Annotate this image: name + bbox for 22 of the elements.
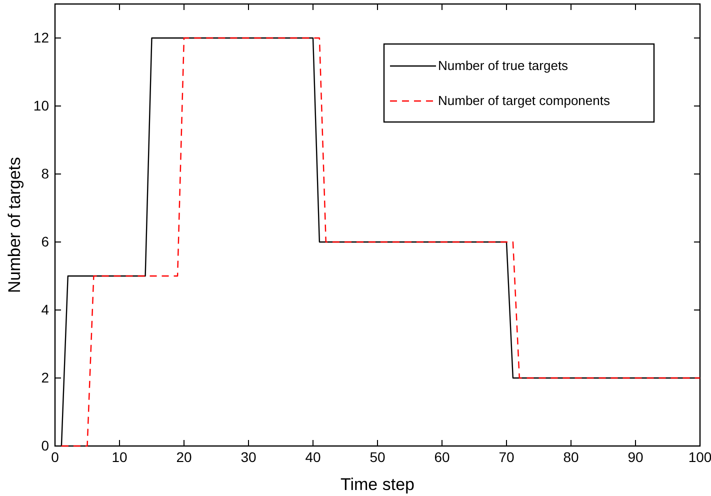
y-tick-label: 0	[41, 437, 50, 454]
x-axis-title: Time step	[340, 475, 415, 494]
x-tick-label: 10	[112, 448, 128, 465]
x-tick-label: 50	[370, 448, 386, 465]
x-tick-label: 90	[628, 448, 644, 465]
y-axis-title: Number of targets	[5, 156, 24, 294]
x-tick-label: 20	[176, 448, 192, 465]
legend-label: Number of target components	[438, 93, 610, 108]
x-tick-label: 80	[563, 448, 579, 465]
x-tick-label: 0	[51, 448, 60, 465]
y-tick-label: 4	[41, 301, 50, 318]
x-tick-label: 100	[688, 448, 711, 465]
y-tick-label: 12	[33, 29, 50, 46]
x-tick-label: 60	[434, 448, 450, 465]
x-tick-label: 30	[240, 448, 256, 465]
y-tick-label: 6	[41, 233, 50, 250]
x-tick-label: 40	[305, 448, 321, 465]
y-tick-label: 2	[41, 369, 50, 386]
legend-label: Number of true targets	[438, 58, 569, 73]
y-tick-label: 10	[33, 97, 50, 114]
y-tick-label: 8	[41, 165, 50, 182]
x-tick-label: 70	[498, 448, 514, 465]
